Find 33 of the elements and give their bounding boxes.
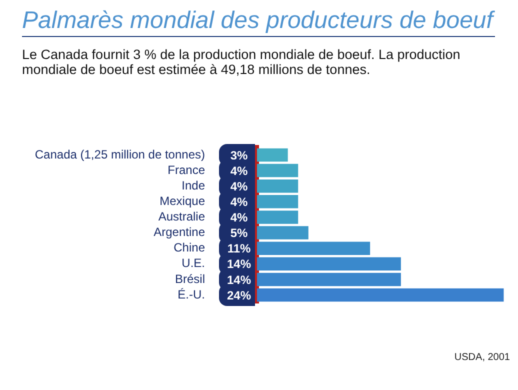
data-label: 4% — [230, 164, 248, 178]
bar — [257, 288, 504, 302]
chart-subtitle: Le Canada fournit 3 % de la production mondiale de boeuf. La production mondiale de boeuf est estimée à 49,18 millions de tonnes. — [22, 47, 462, 77]
y-tick-label: Australie — [158, 210, 206, 224]
data-label: 5% — [230, 226, 248, 240]
y-tick-label: Argentine — [154, 225, 206, 240]
bar — [257, 148, 288, 162]
bar — [257, 210, 298, 224]
bar — [257, 272, 401, 286]
bar — [257, 257, 401, 271]
y-tick-label: France — [168, 162, 206, 177]
data-label: 4% — [230, 179, 248, 194]
data-label: 14% — [226, 272, 252, 287]
y-tick-label: U.E. — [182, 256, 205, 270]
data-label: 11% — [227, 242, 252, 256]
y-tick-label: Mexique — [160, 194, 206, 208]
y-tick-label: Canada (1,25 million de tonnes) — [34, 147, 205, 162]
bar — [257, 179, 298, 193]
y-tick-label: Brésil — [174, 272, 205, 286]
bar — [257, 242, 370, 255]
bar — [257, 164, 298, 178]
data-label: 4% — [230, 194, 248, 209]
data-label: 4% — [230, 210, 248, 225]
data-label: 14% — [226, 257, 252, 272]
data-label: 24% — [226, 288, 252, 302]
y-tick-label: Chine — [174, 240, 206, 255]
bar — [257, 195, 298, 208]
data-label: 3% — [230, 148, 248, 162]
text: USDA, 2001 — [454, 352, 510, 363]
chart-title: Palmarès mondial des producteurs de boeuf — [22, 6, 495, 37]
y-tick-label: Inde — [182, 178, 206, 192]
y-tick-label: É.-U. — [178, 287, 205, 302]
bar — [257, 226, 308, 240]
